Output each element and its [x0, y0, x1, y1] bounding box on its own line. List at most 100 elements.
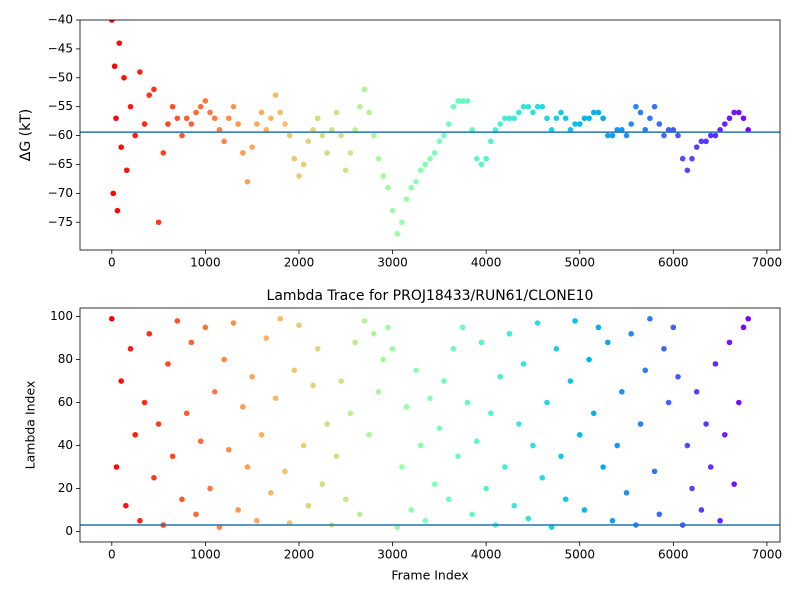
point: [417, 442, 424, 449]
point: [403, 196, 410, 202]
point: [118, 144, 124, 150]
point: [155, 219, 162, 226]
point: [380, 173, 387, 179]
point: [576, 431, 583, 438]
point: [127, 346, 134, 352]
point: [127, 103, 134, 110]
point: [605, 132, 611, 139]
point: [137, 517, 143, 524]
point: [427, 395, 433, 402]
point: [651, 103, 658, 110]
y-tick-label: 60: [58, 395, 73, 409]
point: [361, 86, 368, 93]
point: [431, 481, 438, 487]
point: [623, 489, 630, 496]
y-tick-label: −70: [48, 186, 73, 200]
point: [114, 207, 121, 214]
point: [225, 447, 232, 453]
point: [389, 346, 396, 352]
point: [249, 373, 255, 380]
point: [371, 132, 377, 139]
point: [670, 126, 677, 133]
point: [399, 464, 405, 470]
point: [637, 109, 644, 116]
point: [544, 399, 550, 406]
point: [717, 517, 723, 524]
point: [385, 324, 391, 331]
point: [464, 98, 471, 104]
point: [179, 132, 185, 139]
point: [188, 121, 195, 127]
point: [581, 115, 588, 122]
point: [174, 318, 181, 324]
point: [258, 109, 265, 116]
point: [413, 367, 419, 374]
point: [188, 339, 195, 346]
point: [268, 115, 274, 122]
point: [272, 92, 279, 98]
point: [230, 103, 237, 110]
point: [721, 121, 728, 127]
x-tick-label: 7000: [752, 548, 783, 562]
point: [647, 115, 653, 122]
point: [197, 438, 204, 445]
point: [698, 138, 705, 145]
point: [544, 115, 550, 122]
y-tick-label: −60: [48, 128, 73, 142]
point: [403, 404, 410, 410]
point: [169, 453, 176, 460]
point: [216, 126, 223, 133]
x-tick-label: 5000: [564, 548, 595, 562]
x-tick-label: 3000: [377, 256, 408, 270]
point: [488, 138, 494, 145]
point: [314, 115, 321, 122]
y-tick-label: −55: [48, 99, 73, 113]
x-tick-label: 7000: [752, 256, 783, 270]
point: [539, 103, 546, 110]
point: [614, 126, 620, 133]
point: [263, 335, 270, 341]
point: [675, 373, 681, 380]
point: [361, 318, 368, 324]
point: [595, 109, 602, 116]
point: [534, 103, 541, 110]
point: [417, 167, 424, 174]
point: [375, 155, 382, 162]
point: [202, 324, 209, 331]
point: [427, 155, 433, 162]
point: [441, 378, 447, 384]
y-tick-label: 80: [58, 352, 73, 366]
point: [352, 126, 358, 133]
point: [300, 442, 307, 449]
point: [111, 63, 118, 70]
point: [689, 155, 695, 162]
point: [366, 109, 372, 116]
y-tick-label: −50: [48, 70, 73, 84]
point: [165, 121, 171, 127]
x-axis-label: Frame Index: [391, 568, 468, 583]
point: [431, 150, 438, 156]
point: [459, 98, 466, 104]
point: [745, 315, 751, 322]
point: [240, 150, 246, 156]
axes-frame: [79, 19, 781, 251]
point: [193, 511, 199, 518]
point: [605, 339, 611, 346]
point: [193, 109, 199, 116]
point: [520, 361, 527, 367]
point: [726, 339, 733, 346]
point: [483, 155, 489, 162]
point: [693, 389, 700, 395]
point: [235, 507, 241, 513]
chart-title: Lambda Trace for PROJ18433/RUN61/CLONE10: [267, 288, 594, 304]
point: [132, 431, 139, 438]
point: [506, 115, 513, 122]
point: [422, 517, 429, 524]
point: [740, 115, 747, 122]
point: [488, 410, 494, 417]
point: [116, 40, 123, 46]
point: [109, 20, 115, 23]
point: [352, 339, 358, 346]
point: [422, 161, 429, 168]
